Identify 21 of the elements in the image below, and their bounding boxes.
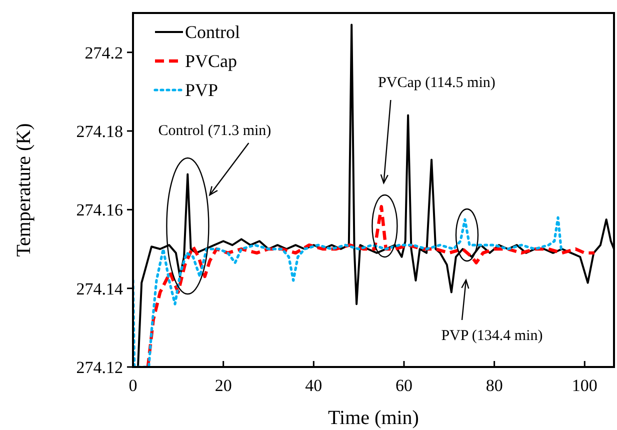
y-tick-label: 274.12	[76, 358, 123, 377]
y-tick-label: 274.14	[76, 279, 124, 298]
x-tick-label: 60	[395, 376, 412, 395]
x-tick-label: 40	[305, 376, 322, 395]
x-tick-label: 80	[486, 376, 503, 395]
x-tick-label: 20	[214, 376, 232, 395]
line-series	[133, 216, 562, 367]
annotation: PVP (134.4 min)	[441, 328, 543, 344]
y-tick-label: 274.2	[84, 43, 123, 62]
annotation: Control (71.3 min)	[158, 123, 272, 139]
y-tick-label: 274.16	[76, 200, 123, 220]
y-tick-label: 274.18	[76, 122, 123, 141]
x-tick-label: 0	[128, 376, 138, 395]
line-series	[146, 204, 596, 367]
legend-label: Control	[185, 22, 240, 42]
x-axis-title: Time (min)	[328, 407, 419, 429]
legend-label: PVP	[185, 80, 218, 100]
legend-label: PVCap	[185, 51, 238, 71]
y-axis-title: Temperature (K)	[13, 123, 35, 257]
x-tick-label: 100	[572, 376, 598, 395]
annotation: PVCap (114.5 min)	[378, 75, 496, 91]
